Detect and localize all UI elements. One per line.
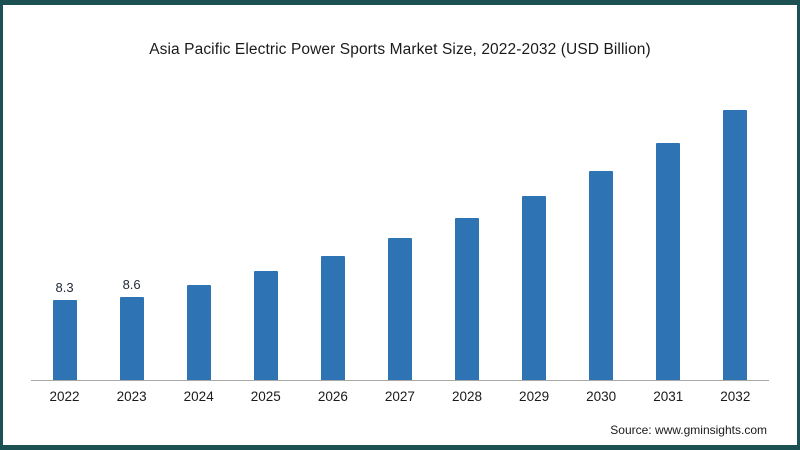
bar-2030	[589, 170, 614, 380]
x-axis-label-2024: 2024	[183, 389, 214, 404]
bar-column-2032: 2032	[720, 100, 750, 404]
x-axis-label-2025: 2025	[250, 389, 281, 404]
bar-value-label-2022: 8.3	[55, 279, 74, 295]
bar-2024	[186, 284, 211, 380]
bar-chart: 8.3 2022 8.6 2023 2024 2025 2026 2027 2028 2029 20…	[31, 100, 769, 404]
bar-value-label-2023: 8.6	[122, 277, 141, 293]
bar-2028	[455, 218, 479, 380]
bar-column-2027: 2027	[385, 100, 415, 404]
x-axis-label-2022: 2022	[49, 389, 80, 404]
bar-2027	[387, 238, 412, 380]
x-axis-label-2026: 2026	[317, 389, 348, 404]
bar-2022	[52, 299, 77, 380]
source-attribution: Source: www.gminsights.com	[610, 423, 767, 437]
bar-2032	[723, 110, 748, 380]
x-axis-label-2027: 2027	[384, 389, 415, 404]
bar-column-2030: 2030	[586, 100, 616, 404]
bar-2025	[253, 271, 278, 380]
bar-column-2024: 2024	[184, 100, 214, 404]
x-axis-label-2029: 2029	[519, 389, 550, 404]
bar-column-2023: 8.6 2023	[117, 100, 147, 404]
x-axis-label-2023: 2023	[116, 389, 147, 404]
x-axis-label-2030: 2030	[586, 389, 617, 404]
bar-2023	[119, 297, 144, 380]
bar-column-2026: 2026	[318, 100, 348, 404]
bar-column-2031: 2031	[653, 100, 683, 404]
x-axis-label-2032: 2032	[720, 389, 751, 404]
bar-column-2022: 8.3 2022	[50, 100, 80, 404]
bar-column-2028: 2028	[452, 100, 482, 404]
x-axis-label-2028: 2028	[451, 389, 483, 404]
bar-2026	[320, 255, 345, 380]
bar-2031	[656, 142, 681, 380]
bar-column-2029: 2029	[519, 100, 549, 404]
bar-2029	[522, 195, 547, 380]
chart-title: Asia Pacific Electric Power Sports Marke…	[149, 41, 651, 58]
x-axis-label-2031: 2031	[653, 389, 684, 404]
bar-column-2025: 2025	[251, 100, 281, 404]
